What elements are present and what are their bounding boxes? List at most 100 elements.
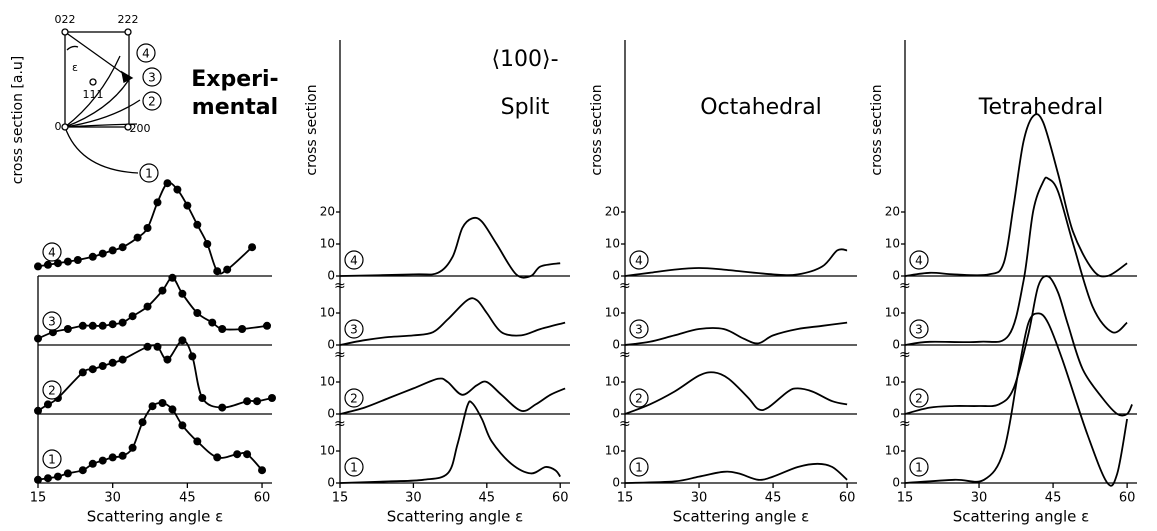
series-line [904, 312, 1128, 487]
x-tick-label: 30 [691, 491, 708, 506]
y-tick-label: 20 [885, 205, 900, 219]
data-point [153, 342, 162, 351]
series-label-circle [909, 319, 929, 339]
series-label-circle [42, 242, 62, 262]
y-tick-label: 0 [612, 269, 620, 283]
x-tick-label: 15 [332, 491, 349, 506]
series-label-circle [909, 457, 929, 477]
x-tick-label: 60 [552, 491, 569, 506]
y-tick-label: 0 [892, 269, 900, 283]
data-point [88, 252, 97, 261]
data-point [73, 256, 82, 264]
data-point [223, 265, 232, 274]
data-point [163, 179, 172, 188]
data-point [168, 273, 177, 282]
data-point [263, 321, 272, 330]
series-line [904, 275, 1133, 417]
y-tick-label: 0 [327, 338, 335, 352]
data-point [253, 397, 262, 406]
x-tick-label: 45 [1045, 491, 1062, 506]
data-point [213, 453, 222, 462]
y-tick-label: 10 [885, 444, 900, 458]
data-point [268, 394, 276, 402]
x-tick-label: 30 [104, 491, 121, 506]
data-point [34, 262, 42, 271]
series-label-circle [344, 250, 364, 270]
data-point [108, 358, 117, 367]
series-label-circle [42, 380, 62, 400]
data-point [193, 437, 202, 446]
series-label: 2 [48, 384, 56, 398]
y-tick-label: 10 [320, 306, 335, 320]
series-label: 2 [635, 392, 643, 406]
series-label-circle [629, 250, 649, 270]
axis-break: ≈ [619, 278, 631, 294]
data-point [208, 318, 217, 327]
series-label: 1 [48, 453, 56, 467]
inset-label: ε [72, 61, 78, 74]
data-point [233, 450, 242, 459]
series-line [339, 400, 561, 484]
data-point [108, 246, 117, 255]
data-point [53, 259, 62, 268]
y-axis-label: cross section [304, 84, 320, 175]
data-point [78, 368, 87, 377]
inset-circle [139, 163, 159, 183]
series-line [37, 276, 268, 340]
data-point [108, 453, 117, 462]
data-point [218, 325, 227, 333]
data-point [118, 451, 127, 460]
data-point [153, 198, 162, 207]
data-point [243, 450, 252, 459]
data-point [163, 355, 172, 364]
series-line [904, 176, 1128, 346]
x-tick-label: 15 [617, 491, 634, 506]
axis-break: ≈ [899, 416, 911, 432]
y-tick-label: 10 [605, 444, 620, 458]
x-axis-label: Scattering angle ε [953, 508, 1090, 526]
data-point [34, 475, 42, 484]
data-point [34, 406, 42, 415]
data-point [188, 352, 197, 361]
y-tick-label: 10 [885, 237, 900, 251]
x-tick-label: 45 [765, 491, 782, 506]
y-axis-label: cross section [589, 84, 605, 175]
y-tick-label: 20 [605, 205, 620, 219]
data-point [88, 321, 97, 330]
x-tick-label: 30 [405, 491, 422, 506]
series-label-circle [344, 388, 364, 408]
data-point [168, 405, 177, 414]
data-point [98, 249, 107, 258]
inset-circle [136, 43, 156, 63]
inset-series-label: 2 [148, 95, 156, 109]
data-point [183, 201, 192, 210]
data-point [213, 267, 222, 276]
series-label-circle [344, 457, 364, 477]
inset-label: 111 [83, 88, 104, 101]
series-label: 3 [915, 323, 923, 337]
data-point [178, 421, 187, 430]
data-point [98, 456, 107, 465]
y-tick-label: 0 [327, 407, 335, 421]
chart-title: Split [501, 95, 550, 120]
series-label-circle [344, 319, 364, 339]
x-tick-label: 45 [179, 491, 196, 506]
data-point [138, 418, 147, 427]
data-point [88, 365, 97, 374]
series-label-circle [42, 311, 62, 331]
series-line [904, 113, 1128, 278]
series-label: 3 [635, 323, 643, 337]
series-label-circle [629, 319, 649, 339]
data-point [158, 399, 167, 407]
x-axis-label: Scattering angle ε [387, 508, 524, 526]
y-tick-label: 20 [320, 205, 335, 219]
data-point [63, 257, 72, 266]
data-point [43, 474, 52, 483]
y-axis-label: cross section [a.u] [10, 56, 26, 184]
y-tick-label: 0 [892, 338, 900, 352]
axis-break: ≈ [899, 347, 911, 363]
series-line [624, 321, 848, 346]
x-axis-label: Scattering angle ε [87, 508, 224, 526]
series-line [339, 216, 561, 279]
y-tick-label: 10 [605, 306, 620, 320]
